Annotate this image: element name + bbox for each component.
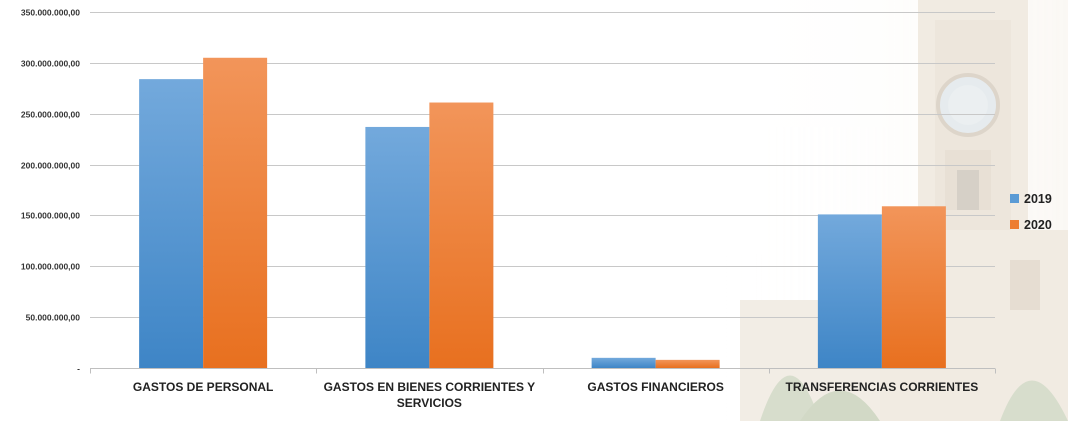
bar-2020-1 — [429, 102, 494, 369]
legend-swatch-2019 — [1010, 194, 1019, 203]
x-axis-ticks — [90, 368, 996, 374]
bar-2019-2 — [591, 357, 656, 368]
bar-2020-2 — [655, 359, 720, 368]
x-category-label: GASTOS DE PERSONAL — [133, 380, 273, 394]
y-axis-tick-labels: - 50.000.000,00 100.000.000,00 150.000.000,… — [21, 8, 80, 374]
legend-label-2020: 2020 — [1024, 218, 1052, 232]
bar-2019-3 — [817, 214, 882, 368]
y-tick-label: 300.000.000,00 — [21, 59, 80, 69]
bar-2019-1 — [365, 126, 430, 369]
bar-2020-0 — [203, 57, 268, 369]
y-tick-label: 100.000.000,00 — [21, 262, 80, 272]
y-tick-label: 350.000.000,00 — [21, 8, 80, 18]
x-category-label: SERVICIOS — [397, 396, 462, 410]
bars — [139, 57, 946, 369]
x-category-label: TRANSFERENCIAS CORRIENTES — [786, 380, 979, 394]
legend-swatch-2020 — [1010, 220, 1019, 229]
x-category-label: GASTOS EN BIENES CORRIENTES Y — [324, 380, 536, 394]
bar-2020-3 — [881, 206, 946, 368]
legend: 2019 2020 — [1010, 192, 1052, 232]
y-tick-label: 50.000.000,00 — [26, 313, 81, 323]
x-axis-category-labels: GASTOS DE PERSONAL GASTOS EN BIENES CORRI… — [133, 380, 978, 410]
legend-label-2019: 2019 — [1024, 192, 1052, 206]
y-tick-label: 150.000.000,00 — [21, 211, 80, 221]
y-tick-label: 250.000.000,00 — [21, 110, 80, 120]
x-category-label: GASTOS FINANCIEROS — [587, 380, 723, 394]
y-tick-label: 200.000.000,00 — [21, 161, 80, 171]
y-tick-label: - — [77, 364, 80, 374]
bar-2019-0 — [139, 79, 204, 368]
